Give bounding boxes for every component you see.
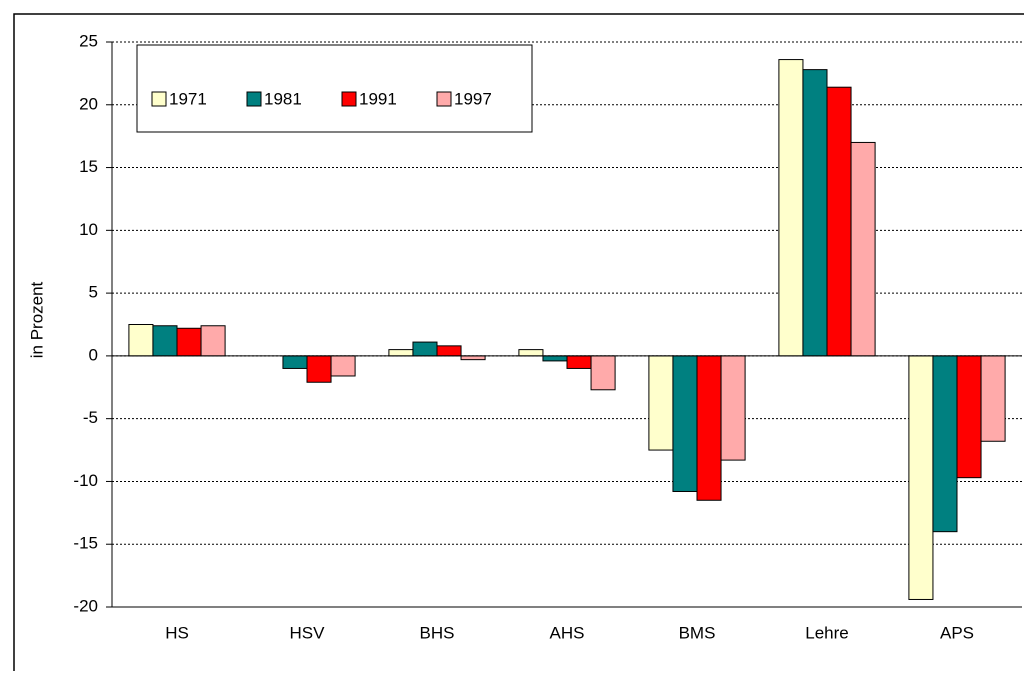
bar [282,355,308,369]
y-tick-label: -20 [73,596,98,615]
x-tick-label: HSV [290,623,326,642]
bar [200,325,226,357]
y-tick-label: 25 [79,31,98,50]
bar [412,341,438,357]
bar [980,355,1006,442]
y-tick-label: 5 [89,283,98,302]
bar [826,86,852,357]
y-tick-label: -15 [73,534,98,553]
legend-swatch [151,91,167,107]
bar [176,327,202,357]
bar [518,349,544,357]
legend-label: 1971 [169,89,207,108]
y-tick-label: -10 [73,471,98,490]
legend-swatch [436,91,452,107]
legend-label: 1997 [454,89,492,108]
legend-box [136,44,533,133]
bar [778,59,804,357]
legend-swatch [246,91,262,107]
y-tick-label: -5 [83,408,98,427]
x-tick-label: Lehre [805,623,848,642]
bar [932,355,958,533]
y-tick-label: 20 [79,94,98,113]
y-tick-label: 0 [89,345,98,364]
x-tick-label: AHS [550,623,585,642]
x-tick-label: APS [940,623,974,642]
bar [850,141,876,357]
x-tick-label: BMS [679,623,716,642]
legend-label: 1981 [264,89,302,108]
bar [590,355,616,391]
bar [720,355,746,461]
bar [152,325,178,357]
bar [460,355,486,361]
bar [128,324,154,357]
x-tick-label: HS [165,623,189,642]
x-tick-label: BHS [420,623,455,642]
bar [566,355,592,369]
bar [956,355,982,479]
bar [388,349,414,357]
bar [802,69,828,357]
y-axis-label: in Prozent [27,281,46,358]
bar [648,355,674,451]
legend-label: 1991 [359,89,397,108]
y-tick-label: 15 [79,157,98,176]
bar [330,355,356,377]
y-tick-label: 10 [79,220,98,239]
bar [306,355,332,383]
bar [542,355,568,362]
bar [436,345,462,357]
legend-swatch [341,91,357,107]
bar [696,355,722,501]
bar [672,355,698,492]
bar [908,355,934,600]
